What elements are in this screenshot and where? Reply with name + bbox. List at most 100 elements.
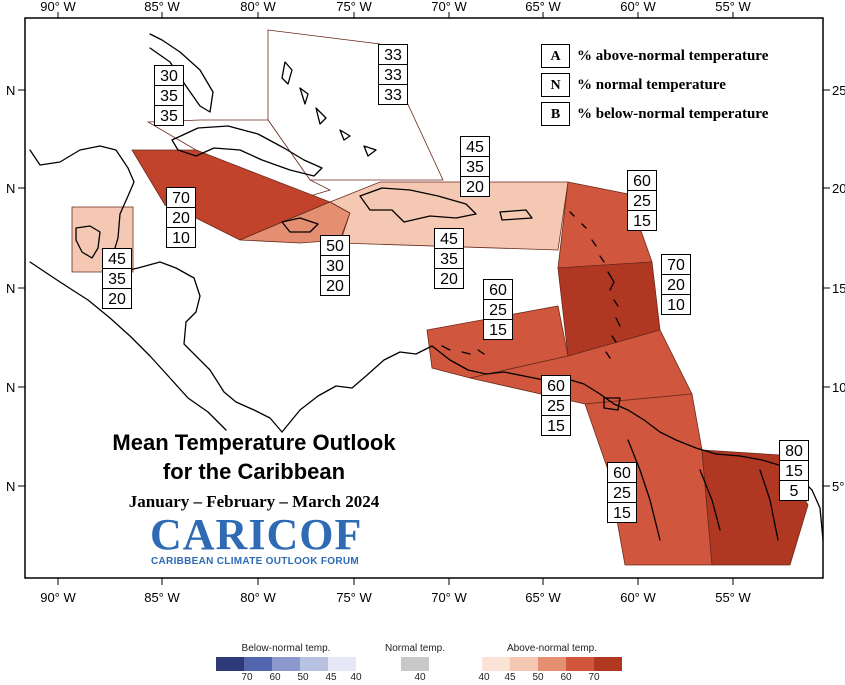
prob-box-cuba: 30 35 35 — [154, 65, 184, 126]
caricof-logo: CARICOF — [150, 510, 363, 559]
lat-label-right: 15 — [832, 281, 845, 296]
lat-label-left: N — [6, 281, 15, 296]
prob-above: 60 — [483, 279, 513, 300]
prob-above: 70 — [166, 187, 196, 208]
prob-normal: 20 — [661, 274, 691, 295]
prob-above: 45 — [102, 248, 132, 269]
prob-below: 20 — [460, 176, 490, 197]
prob-normal: 25 — [627, 190, 657, 211]
swatch — [216, 657, 244, 671]
caricof-logo-subtext: CARIBBEAN CLIMATE OUTLOOK FORUM — [151, 556, 359, 567]
bahamas-coast — [281, 61, 377, 157]
swatch — [482, 657, 510, 671]
colorbar-above-ticks: 40 45 50 60 70 — [478, 671, 622, 685]
colorbar-below-ticks: 70 60 50 45 40 — [216, 671, 361, 685]
prob-box-suriname: 80 15 5 — [779, 440, 809, 501]
lat-label-left: N — [6, 83, 15, 98]
prob-box-trinidad: 60 25 15 — [541, 375, 571, 436]
prob-normal: 20 — [166, 207, 196, 228]
key-text: % below-normal temperature — [577, 105, 769, 122]
tick-label: 40 — [350, 672, 362, 683]
latitude-labels-left: N N N N N — [6, 83, 15, 494]
axis-ticks — [18, 12, 830, 585]
lon-label-top: 70° W — [431, 0, 467, 14]
lon-label-bottom: 65° W — [525, 590, 561, 605]
tick-label: 60 — [269, 672, 281, 683]
lon-label-bottom: 75° W — [336, 590, 372, 605]
prob-box-abc-islands: 60 25 15 — [483, 279, 513, 340]
colorbar-normal-swatches — [385, 657, 445, 671]
guiana-rivers — [627, 439, 779, 541]
map-subtitle: January – February – March 2024 — [128, 492, 380, 511]
key-text: % normal temperature — [577, 76, 726, 93]
longitude-labels-top: 90° W 85° W 80° W 75° W 70° W 65° W 60° … — [40, 0, 751, 14]
tick-label: 45 — [325, 672, 337, 683]
prob-above: 70 — [661, 254, 691, 275]
lat-label-left: N — [6, 380, 15, 395]
map-title-line1: Mean Temperature Outlook — [112, 430, 396, 455]
prob-normal: 30 — [320, 255, 350, 276]
prob-above: 60 — [627, 170, 657, 191]
lon-label-bottom: 60° W — [620, 590, 656, 605]
key-below: B % below-normal temperature — [541, 102, 768, 126]
colorbar-above-swatches — [482, 657, 622, 671]
swatch — [244, 657, 272, 671]
prob-box-windwards: 70 20 10 — [661, 254, 691, 315]
key-letter: N — [541, 73, 570, 97]
prob-box-jamaica: 50 30 20 — [320, 235, 350, 296]
prob-below: 15 — [607, 502, 637, 523]
prob-normal: 33 — [378, 64, 408, 85]
prob-normal: 25 — [483, 299, 513, 320]
swatch — [401, 657, 429, 671]
prob-box-northern-leewards: 60 25 15 — [627, 170, 657, 231]
cuba-coast — [171, 125, 323, 177]
prob-below: 35 — [154, 105, 184, 126]
prob-below: 10 — [166, 227, 196, 248]
lon-label-top: 65° W — [525, 0, 561, 14]
colorbar-above: Above-normal temp. 40 45 50 60 70 — [478, 643, 622, 685]
lon-label-top: 75° W — [336, 0, 372, 14]
prob-above: 45 — [460, 136, 490, 157]
lon-label-bottom: 85° W — [144, 590, 180, 605]
tick-label: 40 — [414, 672, 426, 683]
puerto-rico-coast — [499, 209, 533, 221]
prob-box-bahamas: 33 33 33 — [378, 44, 408, 105]
tick-label: 60 — [560, 672, 572, 683]
map-title-line2: for the Caribbean — [162, 459, 346, 484]
hispaniola-coast — [359, 187, 477, 223]
swatch — [272, 657, 300, 671]
central-america-coast — [29, 145, 283, 433]
prob-normal: 35 — [102, 268, 132, 289]
swatch — [300, 657, 328, 671]
jamaica-coast — [281, 217, 319, 233]
tick-label: 45 — [504, 672, 516, 683]
prob-below: 20 — [434, 268, 464, 289]
prob-above: 50 — [320, 235, 350, 256]
prob-normal: 25 — [541, 395, 571, 416]
prob-above: 33 — [378, 44, 408, 65]
swatch — [328, 657, 356, 671]
lon-label-top: 85° W — [144, 0, 180, 14]
prob-normal: 15 — [779, 460, 809, 481]
region-hispaniola — [329, 181, 569, 251]
prob-normal: 35 — [154, 85, 184, 106]
swatch — [538, 657, 566, 671]
prob-box-hispaniola-south: 45 35 20 — [434, 228, 464, 289]
prob-normal: 35 — [434, 248, 464, 269]
lon-label-top: 80° W — [240, 0, 276, 14]
lon-label-bottom: 55° W — [715, 590, 751, 605]
lat-label-right: 20 — [832, 181, 845, 196]
lon-label-top: 55° W — [715, 0, 751, 14]
trinidad-coast — [603, 397, 621, 411]
prob-below: 20 — [102, 288, 132, 309]
lon-label-bottom: 90° W — [40, 590, 76, 605]
prob-below: 20 — [320, 275, 350, 296]
lon-label-top: 60° W — [620, 0, 656, 14]
lat-label-left: N — [6, 479, 15, 494]
prob-above: 80 — [779, 440, 809, 461]
swatch — [510, 657, 538, 671]
prob-box-hispaniola-north: 45 35 20 — [460, 136, 490, 197]
tick-label: 70 — [588, 672, 600, 683]
colorbar-normal: Normal temp. 40 — [385, 643, 445, 685]
tick-label: 70 — [241, 672, 253, 683]
